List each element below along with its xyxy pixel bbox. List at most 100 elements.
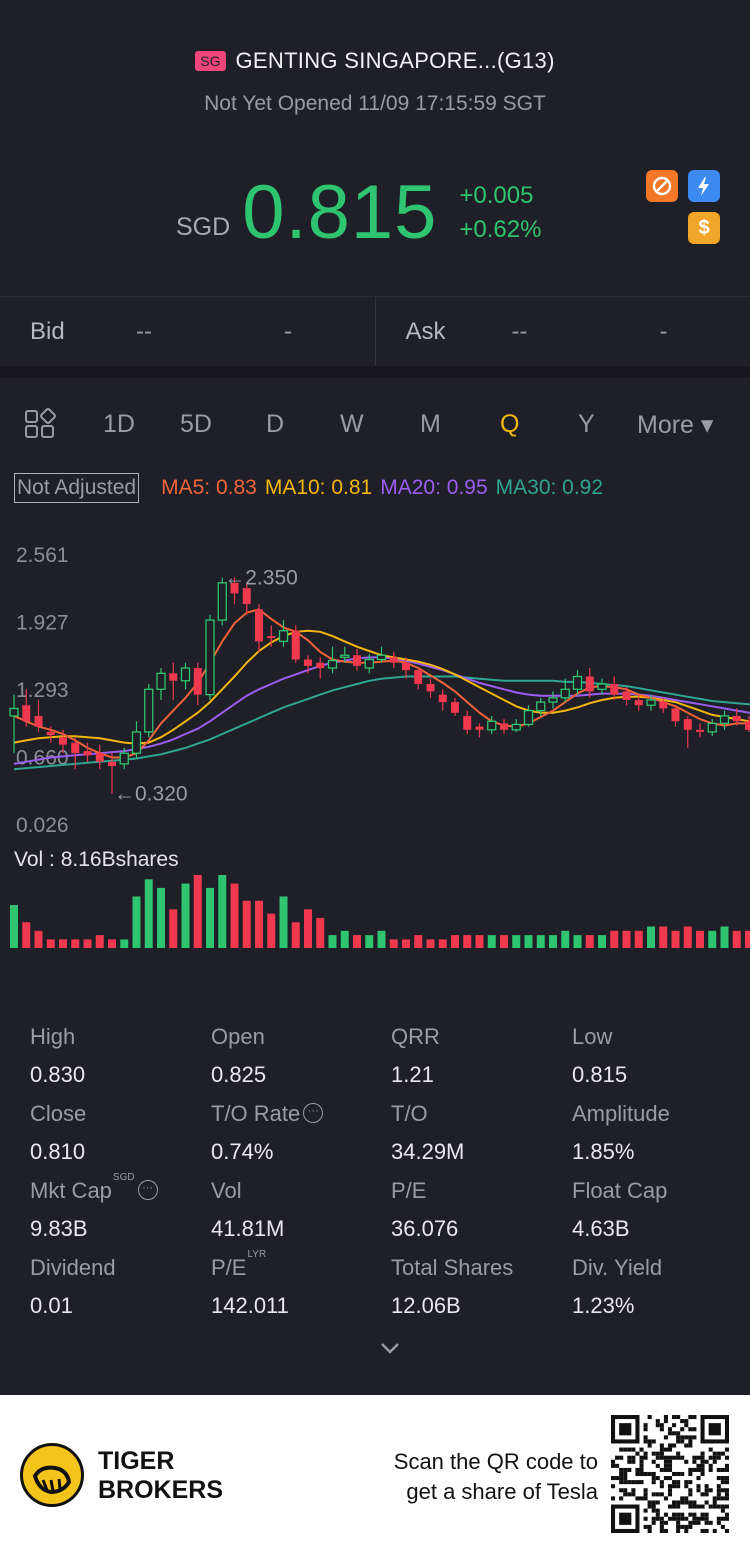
y-tick-label: 2.561 [16, 544, 69, 567]
candle [402, 657, 410, 679]
tab-w[interactable]: W [340, 410, 364, 438]
candle [560, 678, 570, 703]
volume-bar [708, 930, 717, 948]
volume-bar [71, 939, 80, 948]
candle-body [83, 751, 92, 756]
candle [59, 729, 67, 754]
candle-body [560, 688, 570, 699]
tab-1d[interactable]: 1D [103, 410, 135, 438]
min-price-marker: ←0.320 [114, 783, 188, 806]
candle-body [671, 708, 680, 722]
currency-label: SGD [176, 213, 231, 241]
candle [389, 652, 398, 669]
stat-value: 4.63B [572, 1216, 630, 1241]
info-icon[interactable]: ··· [303, 1103, 324, 1123]
candle [267, 625, 276, 647]
candle-body [500, 723, 508, 730]
change-value: +0.005 [459, 182, 534, 209]
stat-div-yield: Div. Yield 1.23% [572, 1255, 750, 1319]
last-price: 0.815 [242, 170, 438, 255]
volume-bar [549, 935, 557, 948]
candle [707, 719, 717, 737]
candle-body [108, 761, 116, 766]
expand-chevron-icon[interactable] [378, 1338, 402, 1358]
tab-m[interactable]: M [420, 410, 441, 438]
stat-label-text: Amplitude [572, 1101, 670, 1126]
candle [438, 689, 447, 711]
stat-label-text: Float Cap [572, 1178, 668, 1203]
stat-t-o: T/O 34.29M [391, 1101, 571, 1165]
volume-bar [157, 887, 165, 948]
candle [610, 676, 619, 700]
tab-y[interactable]: Y [578, 410, 595, 438]
candle-body [59, 737, 67, 745]
no-short-icon[interactable] [646, 170, 678, 202]
ask-cell[interactable]: Ask -- - [374, 297, 750, 366]
candle [353, 648, 361, 671]
candle [108, 753, 116, 794]
chart-layout-icon[interactable] [24, 408, 56, 440]
stat-dividend: Dividend 0.01 [30, 1255, 210, 1319]
candle [291, 625, 300, 663]
candle-body [71, 742, 80, 754]
candle-body [426, 683, 435, 692]
lightning-icon[interactable] [688, 170, 720, 202]
candle [83, 742, 92, 762]
volume-bar [647, 926, 655, 948]
volume-bar [353, 935, 361, 948]
stat-label: QRR [391, 1024, 571, 1050]
stat-label: Vol [211, 1178, 391, 1204]
tab-5d[interactable]: 5D [180, 410, 212, 438]
candle-body [659, 702, 668, 709]
stat-value: 0.830 [30, 1062, 86, 1087]
stat-label: T/O Rate ··· [211, 1101, 391, 1127]
stat-p-e: P/E LYR 142.011 [211, 1249, 391, 1319]
stock-title[interactable]: GENTING SINGAPORE...(G13) [235, 48, 555, 73]
candle [548, 691, 558, 709]
candle [95, 744, 104, 770]
candle-body [463, 715, 472, 730]
stat-value: 142.011 [211, 1293, 289, 1318]
candle [9, 694, 19, 754]
candle-body [291, 630, 300, 660]
volume-bar [34, 930, 43, 948]
candle-body [144, 688, 154, 733]
volume-bar [451, 935, 459, 948]
candle-body [304, 659, 312, 666]
candle [278, 620, 289, 647]
candle [414, 668, 423, 690]
candle-body [719, 715, 730, 725]
stat-label-text: Div. Yield [572, 1255, 663, 1280]
candle-body [622, 691, 631, 700]
candle-body [414, 670, 423, 684]
candle-body [217, 582, 227, 621]
candle [144, 683, 154, 738]
stat-label: High [30, 1024, 210, 1050]
candle [732, 708, 741, 726]
tab-q[interactable]: Q [500, 410, 520, 438]
qr-code-icon[interactable] [611, 1415, 729, 1533]
candle-body [205, 619, 215, 696]
candle-body [389, 657, 398, 663]
candle-body [646, 699, 656, 706]
volume-bar [524, 935, 533, 948]
candle-body [180, 667, 191, 682]
info-icon[interactable]: ··· [137, 1180, 158, 1200]
candle-body [511, 723, 521, 731]
volume-bar [242, 900, 251, 948]
stat-label-superscript: SGD [112, 1172, 135, 1183]
tab-d[interactable]: D [266, 410, 285, 438]
candle [597, 678, 607, 695]
candle-body [475, 726, 484, 730]
candle [169, 662, 178, 700]
candle [500, 719, 508, 735]
candle [634, 694, 643, 711]
tab-more[interactable]: More ▾ [637, 411, 714, 439]
ma-legend: Not Adjusted MA5: 0.83 MA10: 0.81 MA20: … [14, 472, 611, 504]
adjust-toggle[interactable]: Not Adjusted [14, 473, 140, 503]
volume-bar [95, 935, 104, 948]
stat-label-text: Dividend [30, 1255, 116, 1280]
bid-cell[interactable]: Bid -- - [0, 297, 375, 366]
dollar-icon[interactable]: $ [688, 212, 720, 244]
